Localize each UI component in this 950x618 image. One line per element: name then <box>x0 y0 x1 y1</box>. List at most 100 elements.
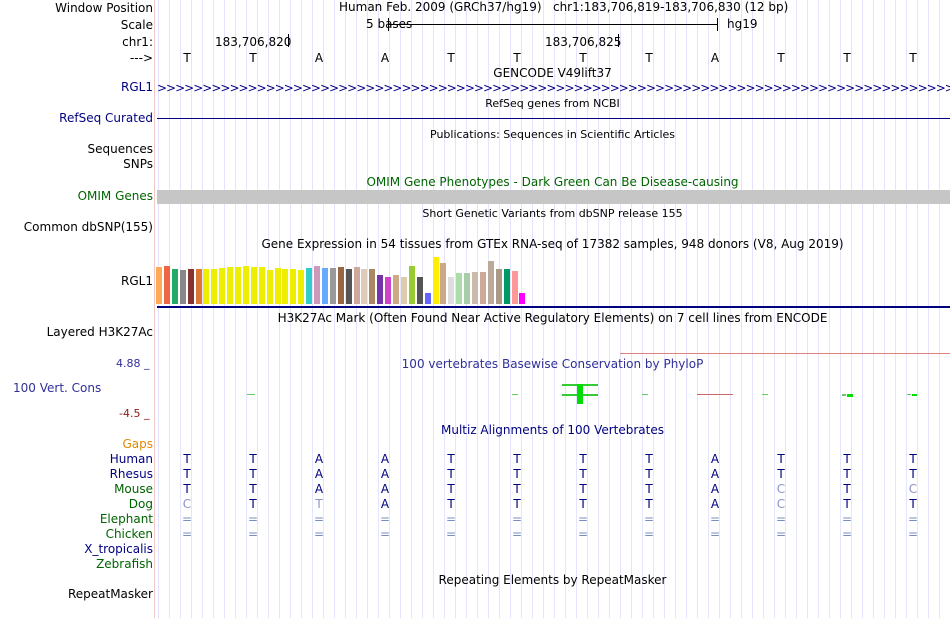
gtex-tissue-bar[interactable] <box>242 266 249 304</box>
gtex-tissue-bar[interactable] <box>353 266 360 304</box>
repeatmasker-track-label[interactable]: RepeatMasker <box>67 587 153 601</box>
species-label[interactable]: Elephant <box>99 512 153 526</box>
h3k27ac-track-title[interactable]: H3K27Ac Mark (Often Found Near Active Re… <box>277 311 828 325</box>
species-label[interactable]: Mouse <box>114 482 153 496</box>
publications-track-label-snps[interactable]: SNPs <box>123 157 153 171</box>
gtex-tissue-bar[interactable] <box>337 266 344 304</box>
gtex-tissue-bar[interactable] <box>503 268 510 304</box>
gtex-tissue-bar[interactable] <box>171 268 178 304</box>
gtex-tissue-bar[interactable] <box>203 268 210 304</box>
gtex-tissue-bar[interactable] <box>377 274 384 304</box>
gtex-track-label[interactable]: RGL1 <box>121 274 153 288</box>
species-label[interactable]: Chicken <box>105 527 153 541</box>
h3k27ac-track-label[interactable]: Layered H3K27Ac <box>46 325 153 339</box>
gtex-tissue-bar[interactable] <box>274 267 281 304</box>
cons-track-title[interactable]: 100 vertebrates Basewise Conservation by… <box>401 357 704 371</box>
dbsnp-track-title[interactable]: Short Genetic Variants from dbSNP releas… <box>422 207 683 220</box>
omim-track-label[interactable]: OMIM Genes <box>77 189 153 203</box>
gtex-tissue-bar[interactable] <box>487 260 494 304</box>
species-label[interactable]: Rhesus <box>109 467 153 481</box>
gtex-tissue-bar[interactable] <box>235 266 241 304</box>
gtex-tissue-bar[interactable] <box>519 293 526 304</box>
gtex-tissue-bar[interactable] <box>511 270 518 304</box>
position-text: chr1:183,706,819-183,706,830 (12 bp) <box>552 0 789 14</box>
gtex-tissue-bar[interactable] <box>424 293 431 304</box>
gtex-tissue-bar[interactable] <box>440 263 447 304</box>
phylop-score-mark <box>512 394 518 395</box>
refseq-track-title[interactable]: RefSeq genes from NCBI <box>485 97 620 110</box>
grid-line <box>521 0 522 618</box>
gencode-track-title[interactable]: GENCODE V49lift37 <box>493 66 612 80</box>
grid-line <box>367 0 368 618</box>
aligned-base: T <box>645 452 653 466</box>
gtex-tissue-bar[interactable] <box>321 267 328 304</box>
gtex-tissue-bar[interactable] <box>464 273 471 304</box>
aligned-base: = <box>511 527 523 541</box>
gtex-tissue-bar[interactable] <box>179 269 186 304</box>
gtex-tissue-bar[interactable] <box>385 277 392 304</box>
multiz-track-title[interactable]: Multiz Alignments of 100 Vertebrates <box>440 423 665 437</box>
gtex-tissue-bar[interactable] <box>345 268 352 304</box>
scale-bar <box>388 24 718 25</box>
species-label[interactable]: Human <box>109 452 153 466</box>
gtex-tissue-bar[interactable] <box>219 267 226 304</box>
species-label[interactable]: Zebrafish <box>96 557 153 571</box>
gtex-tissue-bar[interactable] <box>298 269 305 304</box>
gtex-tissue-bar[interactable] <box>472 272 478 304</box>
gtex-tissue-bar[interactable] <box>400 277 407 304</box>
gtex-bar-chart[interactable] <box>156 252 536 304</box>
gtex-tissue-bar[interactable] <box>187 268 194 304</box>
gtex-tissue-bar[interactable] <box>258 266 265 304</box>
refseq-gene-line[interactable] <box>157 118 950 119</box>
gtex-tissue-bar[interactable] <box>250 266 257 304</box>
grid-line <box>741 0 742 618</box>
refseq-track-label[interactable]: RefSeq Curated <box>59 111 153 125</box>
gtex-tissue-bar[interactable] <box>163 266 170 304</box>
species-label[interactable]: X_tropicalis <box>84 542 153 556</box>
gencode-gene-rgl1[interactable]: >>>>>>>>>>>>>>>>>>>>>>>>>>>>>>>>>>>>>>>>… <box>157 81 950 95</box>
aligned-base: T <box>513 467 521 481</box>
aligned-base: T <box>249 497 257 511</box>
label-separator <box>154 0 155 618</box>
species-label[interactable]: Dog <box>128 497 153 511</box>
gencode-track-label[interactable]: RGL1 <box>121 80 153 94</box>
omim-track-title[interactable]: OMIM Gene Phenotypes - Dark Green Can Be… <box>366 175 739 189</box>
gtex-tissue-bar[interactable] <box>314 266 320 304</box>
gtex-track-title[interactable]: Gene Expression in 54 tissues from GTEx … <box>261 237 844 251</box>
cons-track-label[interactable]: 100 Vert. Cons <box>13 381 102 395</box>
cons-signal[interactable] <box>157 370 950 410</box>
gtex-tissue-bar[interactable] <box>266 269 273 304</box>
gtex-tissue-bar[interactable] <box>408 266 415 304</box>
gtex-tissue-bar[interactable] <box>369 268 376 304</box>
gtex-tissue-bar[interactable] <box>156 266 162 304</box>
aligned-base: T <box>909 467 917 481</box>
aligned-base: T <box>513 482 521 496</box>
gtex-tissue-bar[interactable] <box>361 268 368 304</box>
gtex-tissue-bar[interactable] <box>195 268 202 304</box>
repeatmasker-track-title[interactable]: Repeating Elements by RepeatMasker <box>438 573 667 587</box>
grid-line <box>752 0 753 618</box>
gtex-tissue-bar[interactable] <box>329 267 336 304</box>
base-letter: T <box>447 51 455 65</box>
omim-phenotype-bar[interactable] <box>157 190 950 204</box>
gtex-tissue-bar[interactable] <box>306 267 313 304</box>
gtex-tissue-bar[interactable] <box>432 257 439 304</box>
dbsnp-track-label[interactable]: Common dbSNP(155) <box>23 220 153 234</box>
gtex-tissue-bar[interactable] <box>282 268 289 304</box>
gtex-tissue-bar[interactable] <box>479 272 486 304</box>
gtex-tissue-bar[interactable] <box>393 274 399 304</box>
grid-line <box>400 0 401 618</box>
gtex-tissue-bar[interactable] <box>211 268 218 304</box>
gtex-tissue-bar[interactable] <box>448 277 455 304</box>
gtex-tissue-bar[interactable] <box>227 266 234 304</box>
gtex-tissue-bar[interactable] <box>416 277 423 304</box>
gtex-tissue-bar[interactable] <box>456 273 463 304</box>
grid-line <box>785 0 786 618</box>
gtex-tissue-bar[interactable] <box>495 268 502 304</box>
gtex-tissue-bar[interactable] <box>290 268 297 304</box>
publications-track-title[interactable]: Publications: Sequences in Scientific Ar… <box>430 128 675 141</box>
gaps-label[interactable]: Gaps <box>122 437 153 451</box>
chrom-label: chr1: <box>122 35 153 49</box>
ruler-tick-label-1: 183,706,820 <box>215 35 292 49</box>
publications-track-label-sequences[interactable]: Sequences <box>87 142 153 156</box>
